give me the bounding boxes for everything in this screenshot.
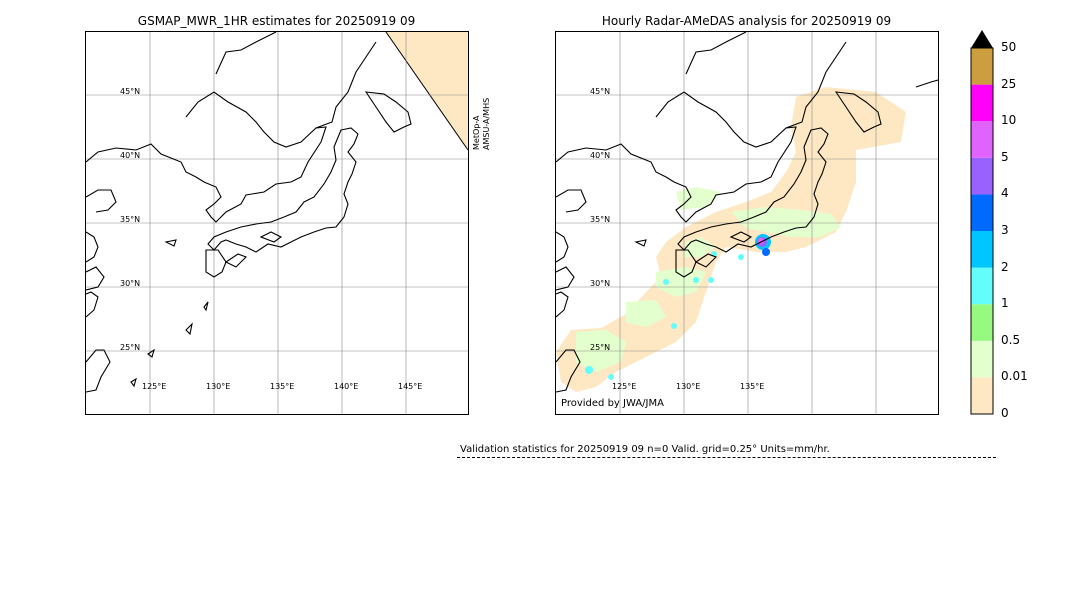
lat-label-35: 35°N: [590, 215, 611, 224]
validation-statistics: Validation statistics for 20250919 09 n=…: [460, 444, 830, 455]
colorbar-segment: [971, 194, 993, 231]
colorbar-segment: [971, 231, 993, 268]
lat-label-25: 25°N: [590, 343, 611, 352]
colorbar-label: 3: [1001, 223, 1009, 237]
colorbar-segment: [971, 48, 993, 85]
colorbar-extend-arrow: [971, 30, 993, 48]
colorbar: [970, 30, 994, 415]
lat-label-25: 25°N: [120, 343, 141, 352]
colorbar-label: 0.01: [1001, 369, 1028, 384]
lat-label-40: 40°N: [120, 151, 141, 160]
right-map-title: Hourly Radar-AMeDAS analysis for 2025091…: [601, 14, 892, 28]
coastlines: [86, 32, 412, 393]
right-map: 45°N 40°N 35°N 30°N 25°N 125°E 130°E 135…: [555, 31, 939, 415]
colorbar-segment: [971, 377, 993, 414]
grid-lines: [556, 32, 938, 414]
colorbar-label: 2: [1001, 259, 1009, 274]
left-map-title: GSMAP_MWR_1HR estimates for 20250919 09: [137, 14, 416, 28]
sensor-label-amsu: AMSU-A/MHS: [482, 97, 491, 150]
lon-label-125: 125°E: [612, 382, 637, 391]
sensor-label-metop: MetOp-A: [472, 115, 481, 150]
colorbar-label: 50: [1001, 40, 1017, 54]
right-map-canvas: [556, 32, 938, 414]
lon-label-145: 145°E: [398, 382, 423, 391]
lat-label-30: 30°N: [120, 279, 141, 288]
colorbar-label: 25: [1001, 76, 1017, 91]
lon-label-135: 135°E: [270, 382, 295, 391]
lat-label-35: 35°N: [120, 215, 141, 224]
colorbar-segment: [971, 121, 993, 158]
lat-label-30: 30°N: [590, 279, 611, 288]
colorbar-label: 4: [1001, 186, 1009, 201]
lon-label-130: 130°E: [206, 382, 231, 391]
left-map: 45°N 40°N 35°N 30°N 25°N 125°E 130°E 135…: [85, 31, 469, 415]
lat-label-40: 40°N: [590, 151, 611, 160]
colorbar-label: 1: [1001, 296, 1009, 311]
colorbar-label: 0: [1001, 406, 1009, 420]
moderate-rain-cells: [585, 251, 744, 380]
colorbar-segment: [971, 84, 993, 122]
colorbar-segments: [971, 48, 993, 414]
swath-edge: [385, 32, 468, 151]
lat-label-45: 45°N: [120, 87, 141, 96]
lon-label-130: 130°E: [676, 382, 701, 391]
grid-lines: [86, 32, 468, 414]
lon-label-135: 135°E: [740, 382, 765, 391]
colorbar-label: 5: [1001, 149, 1009, 164]
left-map-canvas: [86, 32, 468, 414]
coastlines: [556, 32, 938, 393]
colorbar-segment: [971, 157, 993, 195]
lon-label-140: 140°E: [334, 382, 359, 391]
lat-label-45: 45°N: [590, 87, 611, 96]
colorbar-label: 10: [1001, 113, 1017, 128]
lon-label-125: 125°E: [142, 382, 167, 391]
convective-cell: [755, 234, 771, 256]
colorbar-label: 0.5: [1001, 332, 1021, 347]
colorbar-segment: [971, 304, 993, 341]
provided-by-label: Provided by JWA/JMA: [561, 398, 664, 409]
validation-separator: [457, 457, 996, 458]
colorbar-segment: [971, 340, 993, 378]
colorbar-segment: [971, 267, 993, 305]
